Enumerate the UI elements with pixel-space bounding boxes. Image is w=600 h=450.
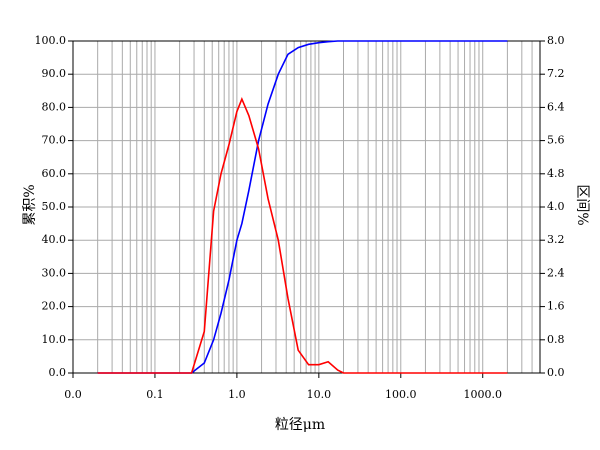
y-tick-label: 40.0 xyxy=(42,233,67,246)
y2-tick-label: 1.6 xyxy=(547,300,565,313)
x-axis-label: 粒径μm xyxy=(275,417,325,433)
x-tick-label: 10.0 xyxy=(307,388,332,401)
y2-tick-label: 4.0 xyxy=(547,200,565,213)
data-line xyxy=(97,40,508,374)
plot-frame xyxy=(72,40,541,374)
x-tick-label: 0.0 xyxy=(64,388,82,401)
y-axis-label: 累积% xyxy=(22,184,38,225)
y2-tick-label: 4.8 xyxy=(547,167,565,180)
y2-tick-label: 5.6 xyxy=(547,134,565,147)
x-tick-label: 1000.0 xyxy=(463,388,502,401)
y2-tick-label: 0.8 xyxy=(547,333,565,346)
x-tick-label: 100.0 xyxy=(385,388,417,401)
data-line xyxy=(97,96,508,374)
y-tick-label: 80.0 xyxy=(42,100,67,113)
y2-tick-label: 2.4 xyxy=(547,266,565,279)
y-tick-label: 90.0 xyxy=(42,67,67,80)
y2-axis-label: 区间% xyxy=(574,184,590,225)
y-tick-label: 70.0 xyxy=(42,134,67,147)
y-tick-label: 20.0 xyxy=(42,300,67,313)
y2-tick-label: 6.4 xyxy=(547,100,565,113)
y-tick-label: 30.0 xyxy=(42,266,67,279)
y-tick-label: 100.0 xyxy=(35,34,67,47)
y2-tick-label: 8.0 xyxy=(547,34,565,47)
x-tick-label: 1.0 xyxy=(228,388,246,401)
y2-tick-label: 0.0 xyxy=(547,366,565,379)
y2-tick-label: 7.2 xyxy=(547,67,565,80)
x-tick-label: 0.1 xyxy=(146,388,164,401)
y-tick-label: 50.0 xyxy=(42,200,67,213)
y2-tick-label: 3.2 xyxy=(547,233,565,246)
y-tick-label: 0.0 xyxy=(49,366,67,379)
y-tick-label: 60.0 xyxy=(42,167,67,180)
y-tick-label: 10.0 xyxy=(42,333,67,346)
